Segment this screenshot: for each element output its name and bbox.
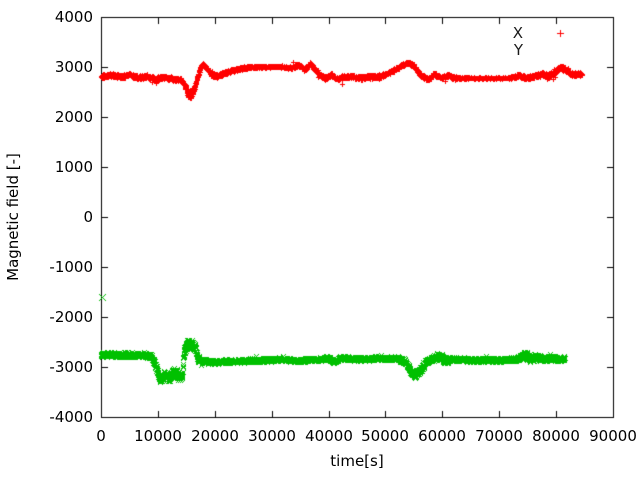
y-tick-label: 1000 [54, 158, 93, 176]
x-tick-label: 70000 [475, 427, 523, 445]
x-tick-label: 20000 [191, 427, 239, 445]
x-tick-label: 0 [96, 427, 106, 445]
x-tick-label: 80000 [532, 427, 580, 445]
y-tick-label: 3000 [54, 58, 93, 76]
y-tick-label: -3000 [49, 358, 93, 376]
x-axis-title: time[s] [330, 452, 384, 470]
x-tick-label: 40000 [305, 427, 353, 445]
x-tick-label: 30000 [248, 427, 296, 445]
x-tick-label: 10000 [134, 427, 182, 445]
x-tick-label: 50000 [361, 427, 409, 445]
y-tick-label: -1000 [49, 258, 93, 276]
y-tick-label: 4000 [54, 8, 93, 26]
x-tick-label: 90000 [589, 427, 637, 445]
legend-label-y: Y [513, 41, 523, 59]
x-tick-label: 60000 [418, 427, 466, 445]
legend-label-x: X [512, 24, 523, 42]
y-tick-label: 2000 [54, 108, 93, 126]
y-tick-label: 0 [83, 208, 93, 226]
y-tick-label: -2000 [49, 308, 93, 326]
y-tick-label: -4000 [49, 408, 93, 426]
